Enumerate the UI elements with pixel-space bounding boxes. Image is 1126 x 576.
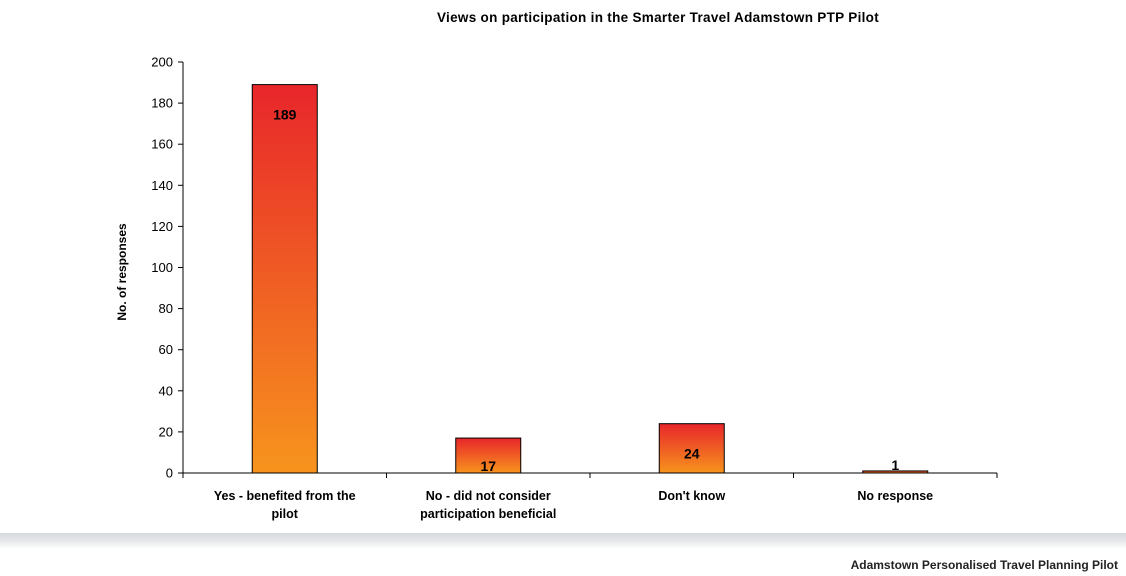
- y-tick-label: 160: [151, 137, 173, 152]
- y-tick-label: 200: [151, 55, 173, 70]
- x-tick-label: Don't know: [658, 489, 725, 503]
- x-tick-label: pilot: [272, 507, 299, 521]
- bars: [251, 84, 929, 474]
- x-tick-label: Yes - benefited from the: [214, 489, 356, 503]
- footer-credit: Adamstown Personalised Travel Planning P…: [850, 558, 1118, 572]
- y-tick-label: 40: [159, 383, 173, 398]
- y-tick-label: 0: [166, 466, 173, 481]
- labels: 0 20 40 60 80 100 120 140 160 180 200 189 Yes - bene…: [151, 55, 933, 522]
- y-tick-label: 120: [151, 219, 173, 234]
- bar-chart: Views on participation in the Smarter Tr…: [115, 10, 998, 522]
- chart-panel: Views on participation in the Smarter Tr…: [0, 10, 1126, 549]
- x-tick-label: No - did not consider: [426, 489, 551, 503]
- panel-shadow: [0, 533, 1126, 549]
- x-tick-label: participation beneficial: [420, 507, 556, 521]
- y-tick-label: 20: [159, 424, 173, 439]
- bar: [455, 437, 522, 474]
- data-label: 24: [684, 446, 700, 462]
- data-label: 189: [273, 107, 297, 123]
- data-label: 17: [480, 458, 496, 474]
- y-tick-label: 60: [159, 342, 173, 357]
- y-tick-label: 140: [151, 178, 173, 193]
- y-tick-label: 180: [151, 96, 173, 111]
- chart-title: Views on participation in the Smarter Tr…: [437, 10, 879, 25]
- x-tick-label: No response: [857, 489, 933, 503]
- y-tick-label: 100: [151, 260, 173, 275]
- axes: [178, 61, 998, 478]
- bar: [862, 470, 929, 474]
- bar: [658, 423, 725, 474]
- data-label: 1: [891, 457, 899, 473]
- y-axis-label: No. of responses: [115, 223, 129, 321]
- y-tick-label: 80: [159, 301, 173, 316]
- bar: [251, 84, 318, 474]
